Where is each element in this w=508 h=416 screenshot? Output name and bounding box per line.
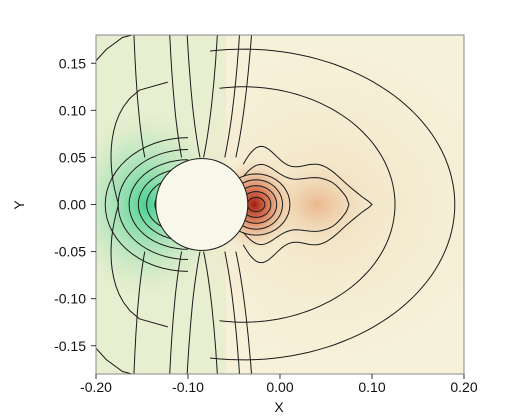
x-tick-label: -0.10 <box>172 379 204 395</box>
contour-vertical-upper <box>133 35 146 158</box>
contour-positive-outer <box>210 48 456 361</box>
contour-positive-outer <box>219 86 396 323</box>
contour-vertical-lower <box>235 251 253 374</box>
y-tick-label: 0.00 <box>59 197 86 213</box>
y-tick-label: 0.15 <box>59 55 86 71</box>
x-tick-label: 0.10 <box>358 379 385 395</box>
y-axis-title: Y <box>11 200 27 210</box>
contour-vertical-upper <box>186 35 201 158</box>
y-tick-label: 0.05 <box>59 149 86 165</box>
x-axis: -0.20 -0.10 0.00 0.10 0.20 <box>80 374 478 395</box>
contour-positive-inner <box>235 185 278 224</box>
contour-vertical-upper <box>235 35 253 158</box>
y-tick-label: -0.05 <box>54 244 86 260</box>
field-layer <box>96 35 464 374</box>
contour-vertical-lower <box>186 251 201 374</box>
y-tick-label: 0.10 <box>59 102 86 118</box>
x-tick-label: 0.00 <box>266 379 293 395</box>
contour-vertical-lower <box>133 251 146 374</box>
contour-vertical-upper <box>203 35 218 158</box>
x-tick-label: 0.20 <box>450 379 477 395</box>
contour-vertical-upper <box>169 35 183 158</box>
x-axis-title: X <box>274 399 284 415</box>
contour-vertical-lower <box>203 251 218 374</box>
field-positive-lobe <box>266 162 368 247</box>
contour-positive-lobe <box>242 163 350 246</box>
y-axis: -0.15 -0.10 -0.05 0.00 0.05 0.10 0.15 <box>54 55 96 354</box>
obstacle-circle <box>155 158 249 251</box>
contour-vertical-lower <box>169 251 183 374</box>
contour-negative <box>128 159 189 250</box>
contour-negative <box>104 137 189 272</box>
contour-vertical-lower <box>224 251 240 374</box>
contour-negative-outer <box>110 81 168 328</box>
contour-positive-lobe <box>242 145 373 264</box>
contour-vertical-upper <box>224 35 240 158</box>
contour-positive-inner <box>246 196 266 213</box>
y-tick-label: -0.10 <box>54 291 86 307</box>
contour-positive-inner <box>240 191 272 218</box>
y-tick-label: -0.15 <box>54 338 86 354</box>
x-tick-label: -0.20 <box>80 379 112 395</box>
contour-negative <box>137 167 189 242</box>
